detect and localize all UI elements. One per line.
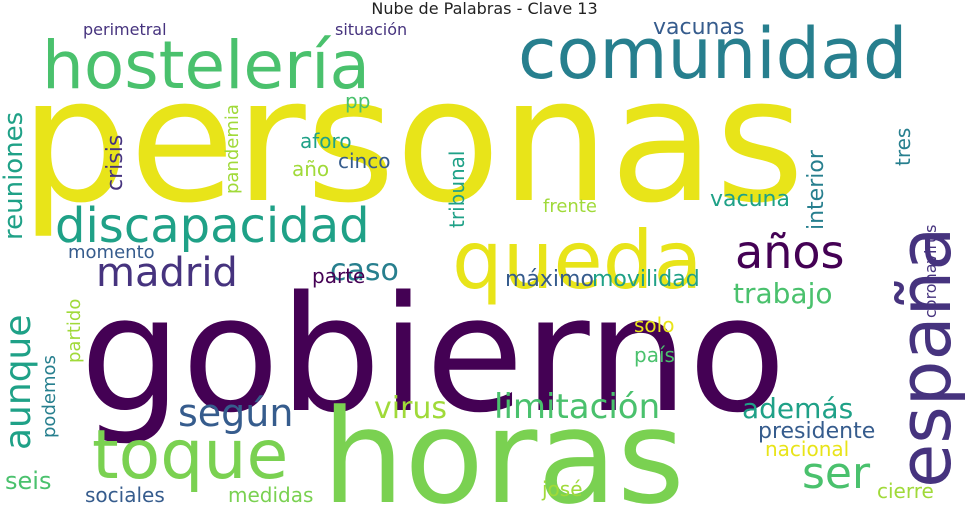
word-caso: caso bbox=[330, 253, 399, 288]
word-además: además bbox=[742, 392, 853, 425]
chart-title: Nube de Palabras - Clave 13 bbox=[371, 0, 598, 18]
word-vacunas: vacunas bbox=[653, 18, 744, 40]
word-país: país bbox=[634, 343, 675, 367]
word-perimetral: perimetral bbox=[83, 20, 167, 39]
word-queda: queda bbox=[452, 214, 703, 307]
word-aforo: aforo bbox=[300, 129, 352, 153]
word-discapacidad: discapacidad bbox=[55, 198, 370, 254]
word-podemos: podemos bbox=[39, 355, 60, 438]
word-personas: personas bbox=[20, 40, 805, 241]
word-partido: partido bbox=[64, 299, 85, 363]
word-máximo: máximo bbox=[505, 267, 594, 292]
word-pandemia: pandemia bbox=[222, 104, 243, 194]
word-gobierno: gobierno bbox=[80, 261, 786, 448]
word-trabajo: trabajo bbox=[733, 277, 833, 310]
word-aunque: aunque bbox=[0, 314, 39, 450]
word-momento: momento bbox=[68, 242, 155, 263]
word-parte: parte bbox=[312, 264, 365, 288]
word-ser: ser bbox=[802, 448, 871, 499]
word-toque: toque bbox=[92, 416, 288, 495]
word-interior: interior bbox=[804, 149, 829, 230]
word-medidas: medidas bbox=[228, 483, 313, 507]
word-años: años bbox=[735, 225, 844, 279]
word-cierre: cierre bbox=[877, 479, 934, 503]
word-nacional: nacional bbox=[765, 437, 849, 461]
word-crisis: crisis bbox=[103, 135, 128, 191]
word-reuniones: reuniones bbox=[0, 112, 29, 240]
word-tribunal: tribunal bbox=[445, 151, 469, 228]
word-coronavirus: coronavirus bbox=[921, 224, 940, 318]
word-frente: frente bbox=[543, 196, 597, 217]
word-tres: tres bbox=[891, 128, 915, 166]
word-hostelería: hostelería bbox=[42, 27, 370, 104]
word-horas: horas bbox=[322, 381, 685, 507]
word-movilidad: movilidad bbox=[592, 267, 700, 292]
word-situación: situación bbox=[335, 20, 407, 39]
word-según: según bbox=[178, 391, 293, 435]
word-solo: solo bbox=[634, 313, 674, 337]
word-año: año bbox=[292, 157, 329, 181]
word-limitación: limitación bbox=[494, 387, 660, 427]
word-madrid: madrid bbox=[96, 250, 238, 296]
word-josé: josé bbox=[541, 477, 583, 501]
word-seis: seis bbox=[5, 467, 51, 495]
word-presidente: presidente bbox=[758, 419, 875, 444]
word-españa: españa bbox=[883, 227, 967, 488]
word-pp: pp bbox=[345, 89, 370, 113]
word-virus: virus bbox=[374, 391, 447, 426]
word-vacuna: vacuna bbox=[710, 187, 790, 212]
word-cinco: cinco bbox=[338, 149, 390, 173]
word-sociales: sociales bbox=[85, 483, 165, 507]
word-comunidad: comunidad bbox=[518, 18, 907, 95]
